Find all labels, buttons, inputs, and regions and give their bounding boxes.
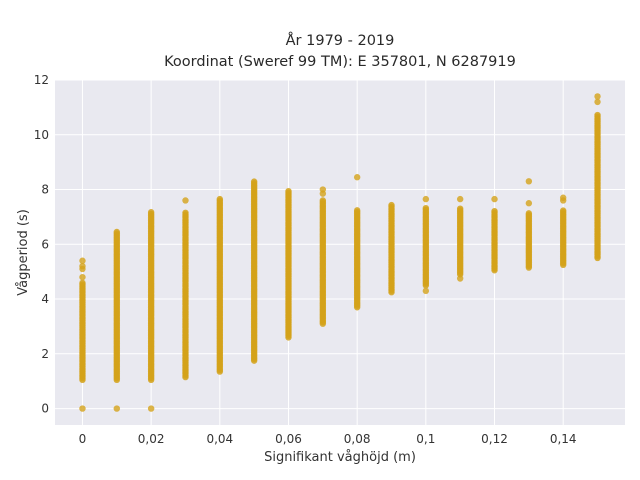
point-column [147,209,155,412]
data-point [525,178,533,185]
point-column [319,186,327,327]
data-point [353,174,361,181]
point-column [353,174,361,311]
point-column [250,178,258,364]
data-point [79,273,86,281]
plot-background [55,80,625,425]
data-point [79,262,86,270]
point-column [456,195,464,282]
point-column [525,178,533,271]
y-tick-label: 8 [41,183,49,197]
point-column [559,194,567,269]
data-point [491,207,498,215]
x-tick-label: 0,14 [550,432,577,446]
data-point [216,195,224,203]
y-tick-label: 6 [41,237,49,251]
data-point [456,275,464,282]
data-point [353,207,361,214]
point-column [594,93,601,262]
y-tick-label: 12 [34,73,49,87]
data-point [285,187,292,195]
data-point [250,178,258,185]
point-column [285,187,292,341]
x-tick-label: 0 [79,432,87,446]
x-tick-label: 0,08 [344,432,371,446]
data-point [594,93,601,100]
data-point [525,210,533,217]
data-point [319,197,327,204]
point-column [79,257,86,412]
data-point [147,209,155,216]
point-column [216,195,224,375]
data-point [79,257,86,264]
data-point [147,405,155,412]
y-tick-labels: 0 2 4 6 8 10 12 [34,73,49,416]
data-point [388,201,395,209]
point-column [182,197,189,381]
chart-title-line-2: Koordinat (Sweref 99 TM): E 357801, N 62… [164,54,516,70]
point-column [491,195,498,274]
data-point [456,195,464,203]
chart-title-line-1: År 1979 - 2019 [286,32,395,49]
y-tick-label: 10 [34,128,49,142]
y-tick-label: 2 [41,347,49,361]
data-point [525,200,533,207]
y-tick-label: 4 [41,292,49,306]
x-tick-label: 0,12 [481,432,508,446]
data-point [559,207,567,214]
data-point [559,194,567,201]
data-point [319,186,327,193]
y-tick-label: 0 [41,402,49,416]
data-points [79,93,601,412]
data-point [182,209,189,216]
data-point [422,195,430,203]
x-tick-label: 0,02 [138,432,165,446]
data-point [456,205,464,212]
x-tick-label: 0,06 [275,432,302,446]
x-tick-label: 0,1 [416,432,435,446]
data-point [594,111,601,119]
point-column [388,201,395,296]
data-point [422,287,430,295]
point-column [422,195,430,295]
x-tick-label: 0,04 [206,432,233,446]
data-point [79,405,86,412]
point-column [113,228,121,412]
data-point [79,279,86,287]
data-point [113,228,121,236]
y-axis-title: Vågperiod (s) [16,209,31,296]
data-point [594,98,601,106]
x-axis-title: Signifikant våghöjd (m) [264,450,416,465]
x-tick-labels: 0 0,02 0,04 0,06 0,08 0,1 0,12 0,14 [79,432,577,446]
data-point [491,195,498,203]
data-point [182,197,189,204]
data-point [113,405,121,412]
data-point [422,204,430,212]
